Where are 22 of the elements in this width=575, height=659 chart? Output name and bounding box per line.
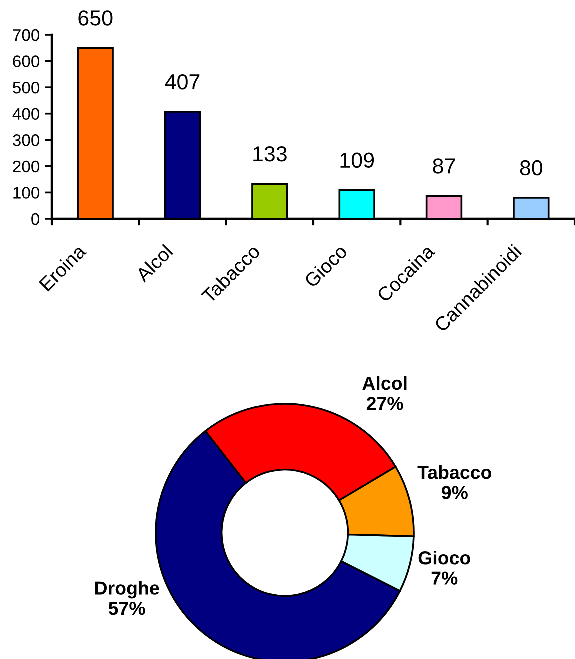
y-tick-label: 200: [13, 160, 40, 173]
data-label: 650: [78, 10, 113, 26]
slice-label: Alcol: [362, 376, 407, 390]
data-label: 133: [254, 146, 287, 162]
y-tick-label: 500: [13, 82, 40, 94]
data-label: 57%: [108, 602, 146, 616]
slice-label: Tabacco: [418, 465, 492, 480]
y-tick-label: 300: [13, 134, 40, 146]
y-tick-label: 0: [32, 213, 40, 226]
data-label: 7%: [432, 572, 458, 585]
data-label: 87: [433, 158, 456, 174]
data-label: 80: [520, 160, 543, 176]
y-tick-label: 400: [12, 108, 40, 120]
data-label: 9%: [442, 486, 468, 500]
y-tick-label: 100: [14, 187, 40, 199]
data-label: 27%: [366, 397, 404, 410]
y-tick-label: 600: [13, 56, 40, 68]
slice-label: Gioco: [418, 551, 470, 565]
data-label: 109: [340, 152, 374, 168]
y-tick-label: 700: [13, 29, 40, 42]
data-label: 407: [165, 74, 200, 90]
slice-label: Droghe: [96, 581, 160, 599]
